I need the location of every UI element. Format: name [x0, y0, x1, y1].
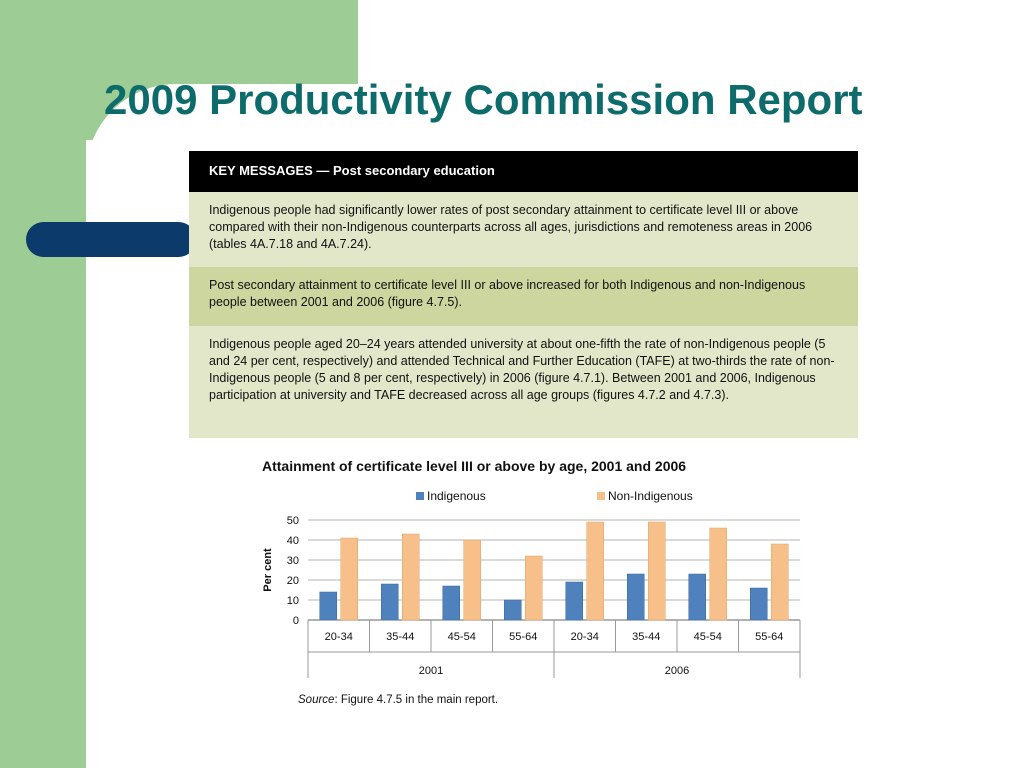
legend-label-non-indigenous: Non-Indigenous [608, 489, 693, 503]
bar-indigenous [750, 587, 768, 621]
x-tick-label: 20-34 [571, 631, 599, 643]
source-label: Source [298, 694, 335, 706]
x-tick-label: 55-64 [755, 631, 783, 643]
bar-indigenous [381, 583, 399, 621]
bar-non-indigenous [402, 533, 420, 621]
x-tick-label: 55-64 [509, 631, 537, 643]
bar-indigenous [504, 599, 522, 621]
x-group-label: 2001 [419, 665, 443, 677]
bar-non-indigenous [709, 527, 727, 621]
legend-item-non-indigenous: Non-Indigenous [597, 489, 693, 503]
y-tick-label: 10 [287, 595, 299, 607]
key-message-1: Indigenous people had significantly lowe… [189, 192, 858, 267]
bar-non-indigenous [525, 555, 543, 621]
bar-chart: 0 10 20 30 40 50 Per cent 20-34 35-44 45-54 55-64 2… [262, 515, 801, 678]
legend-label-indigenous: Indigenous [427, 489, 486, 503]
bar-non-indigenous [648, 521, 666, 621]
decorative-side-band [0, 0, 86, 768]
y-tick-label: 0 [293, 615, 299, 627]
y-tick-label: 20 [287, 575, 299, 587]
key-message-3: Indigenous people aged 20–24 years atten… [189, 326, 858, 438]
bar-indigenous [627, 573, 645, 621]
bar-non-indigenous [463, 539, 481, 621]
bar-non-indigenous [586, 521, 604, 621]
x-group-label: 2006 [665, 665, 689, 677]
y-tick-label: 50 [287, 515, 299, 527]
x-tick-label: 45-54 [448, 631, 476, 643]
x-tick-label: 20-34 [325, 631, 353, 643]
legend-swatch-indigenous [416, 492, 424, 500]
legend-swatch-non-indigenous [597, 492, 605, 500]
legend-item-indigenous: Indigenous [416, 489, 486, 503]
key-messages-header: KEY MESSAGES — Post secondary education [189, 151, 858, 192]
y-axis-label: Per cent [262, 548, 274, 592]
bar-non-indigenous [340, 537, 358, 621]
decorative-pill [26, 222, 196, 257]
slide-title: 2009 Productivity Commission Report [104, 76, 863, 123]
bar-indigenous [319, 591, 337, 621]
bar-indigenous [565, 581, 583, 621]
y-tick-label: 30 [287, 555, 299, 567]
bar-indigenous [688, 573, 706, 621]
bar-non-indigenous [771, 543, 789, 621]
x-tick-label: 35-44 [386, 631, 414, 643]
bar-indigenous [442, 585, 460, 621]
key-messages-box: KEY MESSAGES — Post secondary education … [189, 151, 858, 438]
chart-source: Source: Figure 4.7.5 in the main report. [298, 694, 498, 706]
chart-title: Attainment of certificate level III or a… [262, 458, 687, 474]
x-tick-label: 45-54 [694, 631, 722, 643]
key-message-2: Post secondary attainment to certificate… [189, 267, 858, 326]
x-tick-label: 35-44 [632, 631, 660, 643]
y-tick-label: 40 [287, 535, 299, 547]
source-text: : Figure 4.7.5 in the main report. [334, 694, 499, 706]
